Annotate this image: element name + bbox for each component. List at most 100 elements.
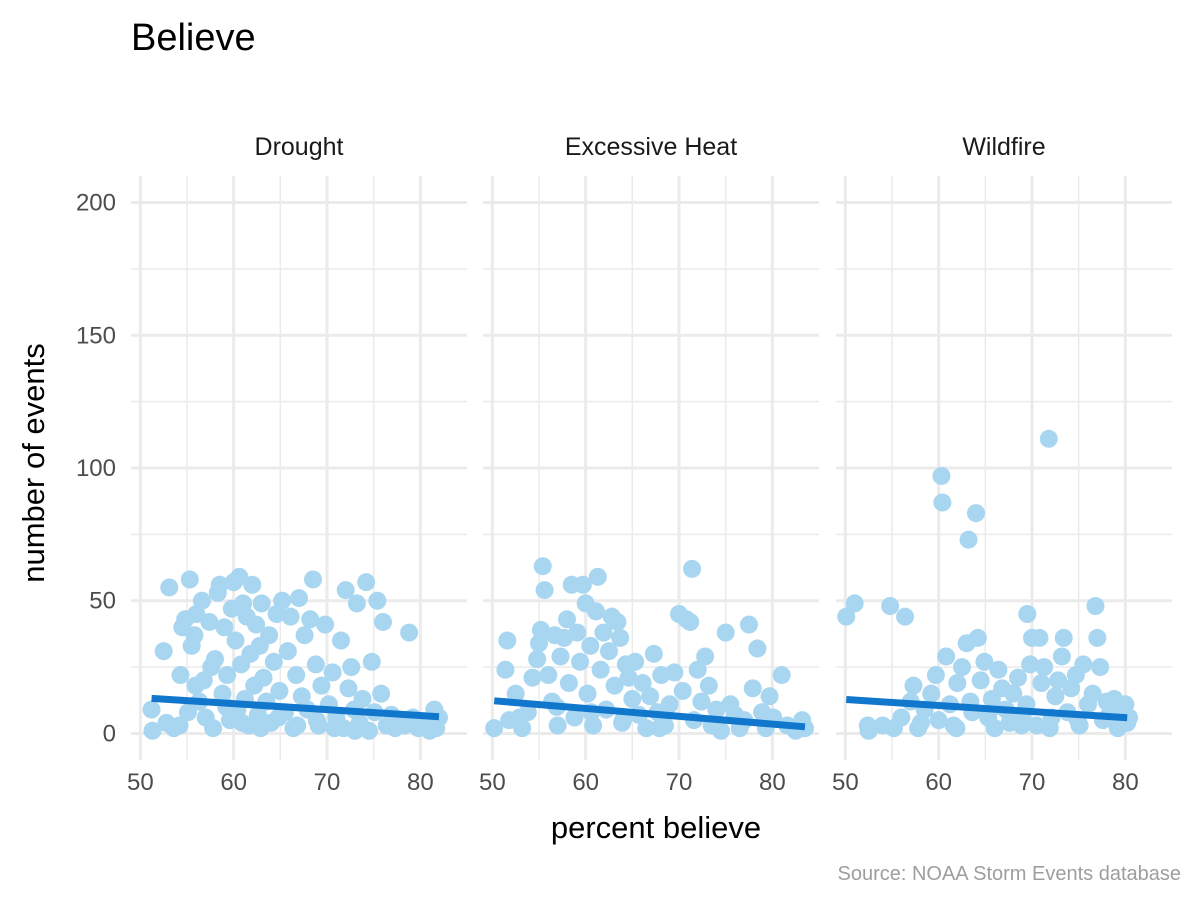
data-point (881, 597, 900, 616)
panel-wildfire: Wildfire 50 60 70 80 (832, 133, 1172, 796)
data-point (611, 628, 630, 647)
panel-drought: Drought 50 60 70 80 (127, 133, 467, 796)
data-point (1046, 687, 1065, 706)
data-point (837, 607, 856, 626)
facet-label: Drought (255, 133, 344, 161)
data-point (312, 676, 331, 695)
data-point (1004, 684, 1023, 703)
data-point (347, 594, 366, 613)
data-point (1074, 655, 1093, 674)
data-point (584, 716, 603, 735)
data-point (985, 719, 1004, 738)
data-point (699, 676, 718, 695)
data-point (712, 721, 730, 740)
data-point (357, 573, 376, 592)
data-point (1054, 628, 1073, 647)
data-point (332, 631, 350, 650)
data-point (683, 559, 702, 578)
data-point (637, 719, 656, 738)
data-point (171, 666, 190, 685)
data-point (1120, 708, 1139, 727)
data-point (845, 594, 864, 613)
data-point (650, 719, 669, 738)
data-point (178, 703, 197, 722)
data-point (143, 721, 162, 740)
data-point (281, 607, 300, 626)
data-point (692, 692, 711, 711)
data-point (1052, 647, 1071, 666)
facet-label: Wildfire (962, 133, 1045, 161)
data-point (323, 663, 342, 682)
data-point (696, 647, 715, 666)
data-point (342, 658, 361, 677)
data-point (485, 719, 504, 738)
data-point (307, 711, 326, 730)
x-axis-title: percent believe (551, 810, 761, 845)
data-point (251, 719, 270, 738)
data-point (932, 466, 951, 485)
x-tick-label: 60 (572, 769, 599, 796)
data-point (353, 689, 372, 708)
data-point (142, 700, 161, 719)
data-point (948, 674, 967, 693)
x-tick-label: 70 (1019, 769, 1046, 796)
data-point (1009, 668, 1027, 687)
data-point (571, 652, 590, 671)
data-point (591, 660, 610, 679)
data-point (608, 612, 627, 631)
data-point (164, 719, 183, 738)
data-point (1018, 605, 1037, 623)
data-point (859, 721, 878, 740)
data-point (264, 652, 283, 671)
data-point (368, 591, 387, 610)
data-point (633, 674, 652, 693)
data-point (581, 636, 600, 655)
data-point (588, 567, 607, 586)
data-point (933, 493, 952, 512)
data-point (506, 684, 525, 703)
data-point (243, 575, 262, 594)
data-point (623, 689, 642, 708)
data-point (252, 594, 271, 613)
y-tick-label: 200 (76, 190, 116, 217)
data-point (226, 631, 245, 650)
panel-excessive-heat: Excessive Heat 50 60 70 80 (479, 133, 819, 796)
x-tick-label: 80 (407, 769, 434, 796)
data-point (215, 618, 234, 637)
data-point (975, 652, 994, 671)
data-point (247, 615, 266, 634)
data-point (904, 676, 923, 695)
data-point (573, 575, 592, 594)
data-point (626, 652, 645, 671)
data-point (1091, 658, 1110, 677)
x-tick-label: 50 (127, 769, 154, 796)
data-point (1086, 597, 1105, 616)
y-tick-label: 50 (89, 588, 116, 615)
data-point (605, 676, 624, 695)
data-point (1012, 716, 1031, 735)
data-point (192, 591, 211, 610)
data-point (202, 658, 221, 677)
data-point (180, 570, 199, 589)
y-tick-label: 0 (103, 720, 116, 747)
facet-label: Excessive Heat (565, 133, 737, 161)
data-point (535, 581, 554, 600)
data-point (336, 581, 355, 600)
data-point (160, 578, 179, 597)
x-tick-label: 80 (1112, 769, 1139, 796)
data-point (154, 642, 173, 661)
data-point (288, 716, 307, 735)
data-point (218, 666, 237, 685)
data-point (1032, 674, 1051, 693)
data-point (295, 626, 314, 645)
data-point (306, 655, 325, 674)
data-point (929, 711, 948, 730)
data-point (530, 634, 548, 653)
data-point (287, 666, 306, 685)
data-point (681, 612, 700, 631)
data-point (510, 708, 529, 727)
data-point (551, 647, 570, 666)
data-point (523, 668, 542, 687)
data-point (968, 628, 987, 647)
data-point (496, 660, 515, 679)
